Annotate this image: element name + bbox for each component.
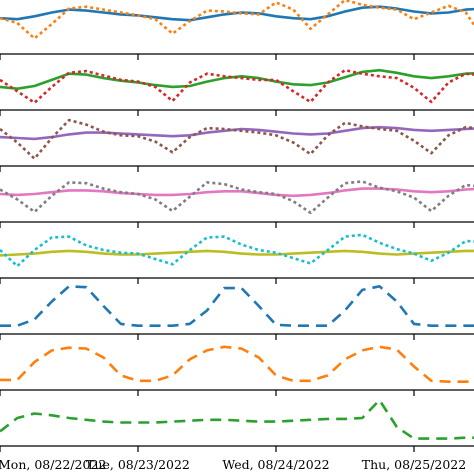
- panel-3-series-1-line: [0, 125, 474, 141]
- panel-7-series-1-line: [0, 345, 474, 384]
- chart-panels: [0, 0, 474, 452]
- panel-6-series-1-line: [0, 284, 474, 328]
- panel-2-series-1-line: [0, 68, 474, 90]
- panel-2-series-2-line: [0, 68, 474, 104]
- panel-5-series-2-line: [0, 233, 474, 268]
- x-tick-label-tue: Tue, 08/23/2022: [86, 457, 190, 472]
- panel-1-series-2-line: [0, 0, 474, 40]
- x-axis: Mon, 08/22/2022 Tue, 08/23/2022 Wed, 08/…: [0, 457, 466, 472]
- panel-8-series-1-line: [0, 398, 474, 440]
- panel-3-series-2-line: [0, 118, 474, 160]
- x-tick-label-thu: Thu, 08/25/2022: [362, 457, 466, 472]
- panel-1-series-1-line: [0, 5, 474, 22]
- panel-4-series-2-line: [0, 180, 474, 215]
- x-tick-label-wed: Wed, 08/24/2022: [222, 457, 329, 472]
- panel-4-series-1-line: [0, 187, 474, 198]
- x-tick-label-mon: Mon, 08/22/2022: [0, 457, 106, 472]
- panel-5-series-1-line: [0, 249, 474, 257]
